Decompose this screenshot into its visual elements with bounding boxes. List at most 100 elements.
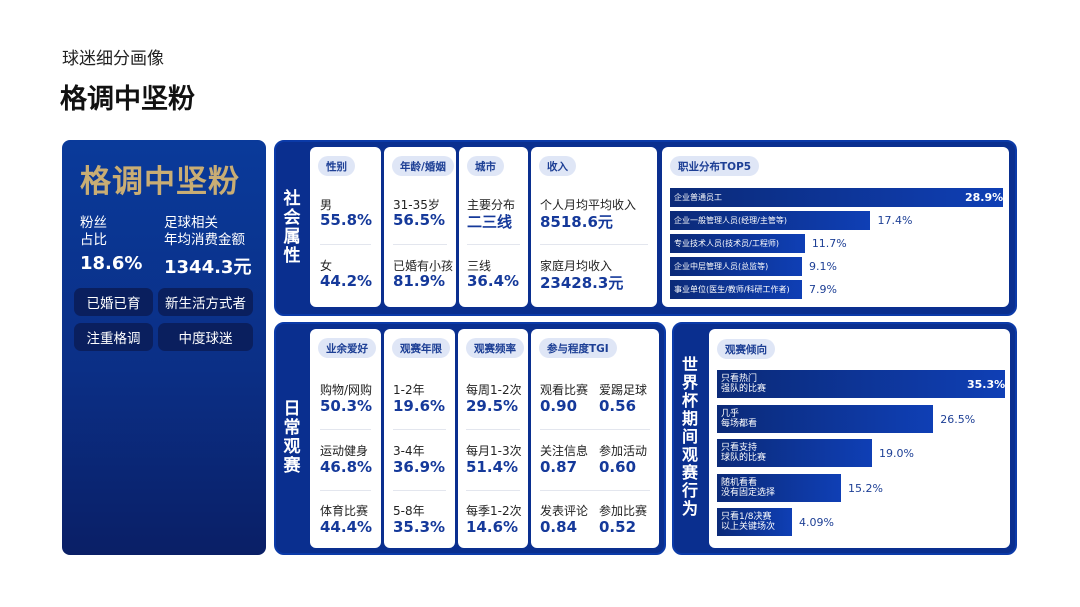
divider bbox=[320, 429, 371, 430]
occupation-title: 职业分布TOP5 bbox=[670, 156, 760, 176]
worldcup-bar: 几乎 每场都看 bbox=[717, 404, 934, 433]
occupation-bar-value: 11.7% bbox=[811, 237, 847, 250]
frequency-title: 观赛频率 bbox=[466, 338, 524, 358]
years-value: 19.6% bbox=[393, 397, 446, 415]
divider bbox=[466, 429, 520, 430]
age-card: 年龄/婚姻 31-35岁 56.5% 已婚有小孩 81.9% bbox=[384, 147, 456, 307]
tgi-label: 爱踢足球 bbox=[599, 383, 648, 397]
city-dist-value: 二三线 bbox=[467, 213, 513, 231]
hobby-value: 50.3% bbox=[320, 397, 373, 415]
divider bbox=[393, 490, 446, 491]
worldcup-card: 观赛倾向 只看热门 强队的比赛 35.3% 几乎 每场都看 26.5% 只看支持 球队的… bbox=[709, 329, 1010, 548]
occupation-bar-label: 事业单位(医生/教师/科研工作者) bbox=[674, 285, 790, 294]
years-label: 5-8年 bbox=[393, 504, 425, 518]
frequency-value: 29.5% bbox=[466, 397, 519, 415]
tag-married: 已婚已育 bbox=[74, 288, 153, 316]
tgi-label: 参加活动 bbox=[599, 444, 648, 458]
years-value: 35.3% bbox=[393, 518, 446, 536]
fan-ratio-label: 粉丝 占比 bbox=[80, 215, 107, 248]
page-title: 格调中坚粉 bbox=[60, 84, 195, 115]
divider bbox=[467, 244, 520, 245]
age-label: 31-35岁 bbox=[393, 198, 440, 212]
profile-name: 格调中坚粉 bbox=[80, 164, 240, 200]
marriage-label: 已婚有小孩 bbox=[393, 259, 454, 273]
spend-value: 1344.3元 bbox=[164, 257, 252, 278]
worldcup-bar-label: 只看支持 球队的比赛 bbox=[721, 443, 767, 463]
years-card: 观赛年限 1-2年 19.6% 3-4年 36.9% 5-8年 35.3% bbox=[384, 329, 455, 548]
occupation-bar-value: 7.9% bbox=[809, 283, 837, 296]
hobby-value: 44.4% bbox=[320, 518, 373, 536]
worldcup-bar: 只看支持 球队的比赛 bbox=[717, 439, 872, 467]
income-title: 收入 bbox=[539, 156, 576, 176]
divider bbox=[540, 429, 650, 430]
age-title: 年龄/婚姻 bbox=[392, 156, 454, 176]
frequency-label: 每周1-2次 bbox=[466, 383, 522, 397]
occupation-bar-label: 企业一般管理人员(经理/主管等) bbox=[674, 216, 787, 225]
worldcup-bar-value: 26.5% bbox=[940, 412, 976, 426]
occupation-bar-label: 企业中层管理人员(总监等) bbox=[674, 262, 769, 271]
occupation-bar: 企业中层管理人员(总监等) bbox=[670, 257, 802, 276]
worldcup-bar: 只看热门 强队的比赛 bbox=[717, 370, 1005, 398]
age-value: 56.5% bbox=[393, 211, 446, 229]
income-card: 收入 个人月均平均收入 8518.6元 家庭月均收入 23428.3元 bbox=[531, 147, 657, 307]
tag-moderate-fan: 中度球迷 bbox=[158, 323, 253, 351]
worldcup-title: 观赛倾向 bbox=[717, 339, 775, 359]
spend-label: 足球相关 年均消费金额 bbox=[164, 215, 245, 248]
page-subtitle: 球迷细分画像 bbox=[62, 49, 164, 69]
tgi-label: 参加比赛 bbox=[599, 504, 648, 518]
occupation-bar: 事业单位(医生/教师/科研工作者) bbox=[670, 280, 802, 299]
tgi-value: 0.52 bbox=[599, 518, 637, 536]
tag-new-lifestyle: 新生活方式者 bbox=[158, 288, 253, 316]
frequency-label: 每月1-3次 bbox=[466, 444, 522, 458]
hobby-label: 购物/网购 bbox=[320, 383, 373, 397]
divider bbox=[540, 490, 650, 491]
hobby-card: 业余爱好 购物/网购 50.3% 运动健身 46.8% 体育比赛 44.4% bbox=[310, 329, 381, 548]
occupation-bar: 企业一般管理人员(经理/主管等) bbox=[670, 211, 871, 230]
frequency-value: 51.4% bbox=[466, 458, 519, 476]
years-value: 36.9% bbox=[393, 458, 446, 476]
hobby-label: 运动健身 bbox=[320, 444, 369, 458]
family-income-label: 家庭月均收入 bbox=[540, 259, 613, 273]
worldcup-bar: 随机看看 没有固定选择 bbox=[717, 473, 841, 502]
worldcup-bar-value: 15.2% bbox=[848, 481, 883, 495]
worldcup-bar-value: 19.0% bbox=[879, 447, 914, 460]
worldcup-bar-value: 35.3% bbox=[967, 378, 1006, 391]
occupation-bar-label: 专业技术人员(技术员/工程师) bbox=[674, 239, 779, 248]
divider bbox=[393, 244, 447, 245]
divider bbox=[320, 490, 371, 491]
city-title: 城市 bbox=[467, 156, 504, 176]
occupation-bar-value: 17.4% bbox=[877, 214, 913, 227]
worldcup-bar: 只看1/8决赛 以上关键场次 bbox=[717, 508, 792, 536]
marriage-value: 81.9% bbox=[393, 272, 446, 290]
worldcup-bar-label: 几乎 每场都看 bbox=[721, 408, 758, 429]
hobby-value: 46.8% bbox=[320, 458, 373, 476]
gender-male-value: 55.8% bbox=[320, 211, 373, 229]
worldcup-bar-label: 随机看看 没有固定选择 bbox=[721, 477, 776, 498]
frequency-label: 每季1-2次 bbox=[466, 504, 522, 518]
frequency-value: 14.6% bbox=[466, 518, 519, 536]
occupation-bar-value: 9.1% bbox=[809, 260, 837, 273]
worldcup-section-label: 世界杯期间观赛行为 bbox=[681, 355, 698, 518]
hobby-label: 体育比赛 bbox=[320, 504, 369, 518]
tgi-label: 观看比赛 bbox=[540, 383, 589, 397]
gender-card: 性别 男 55.8% 女 44.2% bbox=[310, 147, 381, 307]
occupation-bar: 企业普通员工 bbox=[670, 188, 1003, 207]
tgi-label: 关注信息 bbox=[540, 444, 589, 458]
tag-style: 注重格调 bbox=[74, 323, 153, 351]
hobby-title: 业余爱好 bbox=[318, 338, 376, 358]
profile-card: 格调中坚粉 粉丝 占比 18.6% 足球相关 年均消费金额 1344.3元 已婚已育… bbox=[62, 140, 266, 555]
years-title: 观赛年限 bbox=[392, 338, 450, 358]
tgi-value: 0.84 bbox=[540, 518, 578, 536]
occupation-bar-value: 28.9% bbox=[965, 191, 1004, 204]
city-dist-label: 主要分布 bbox=[467, 198, 516, 212]
divider bbox=[540, 244, 648, 245]
tgi-title: 参与程度TGI bbox=[539, 338, 617, 358]
worldcup-bar-label: 只看1/8决赛 以上关键场次 bbox=[721, 512, 776, 532]
worldcup-bar-label: 只看热门 强队的比赛 bbox=[721, 374, 767, 394]
tgi-value: 0.56 bbox=[599, 397, 637, 415]
tgi-value: 0.87 bbox=[540, 458, 578, 476]
tgi-value: 0.60 bbox=[599, 458, 637, 476]
gender-female-label: 女 bbox=[320, 259, 333, 273]
years-label: 3-4年 bbox=[393, 444, 425, 458]
divider bbox=[393, 429, 446, 430]
